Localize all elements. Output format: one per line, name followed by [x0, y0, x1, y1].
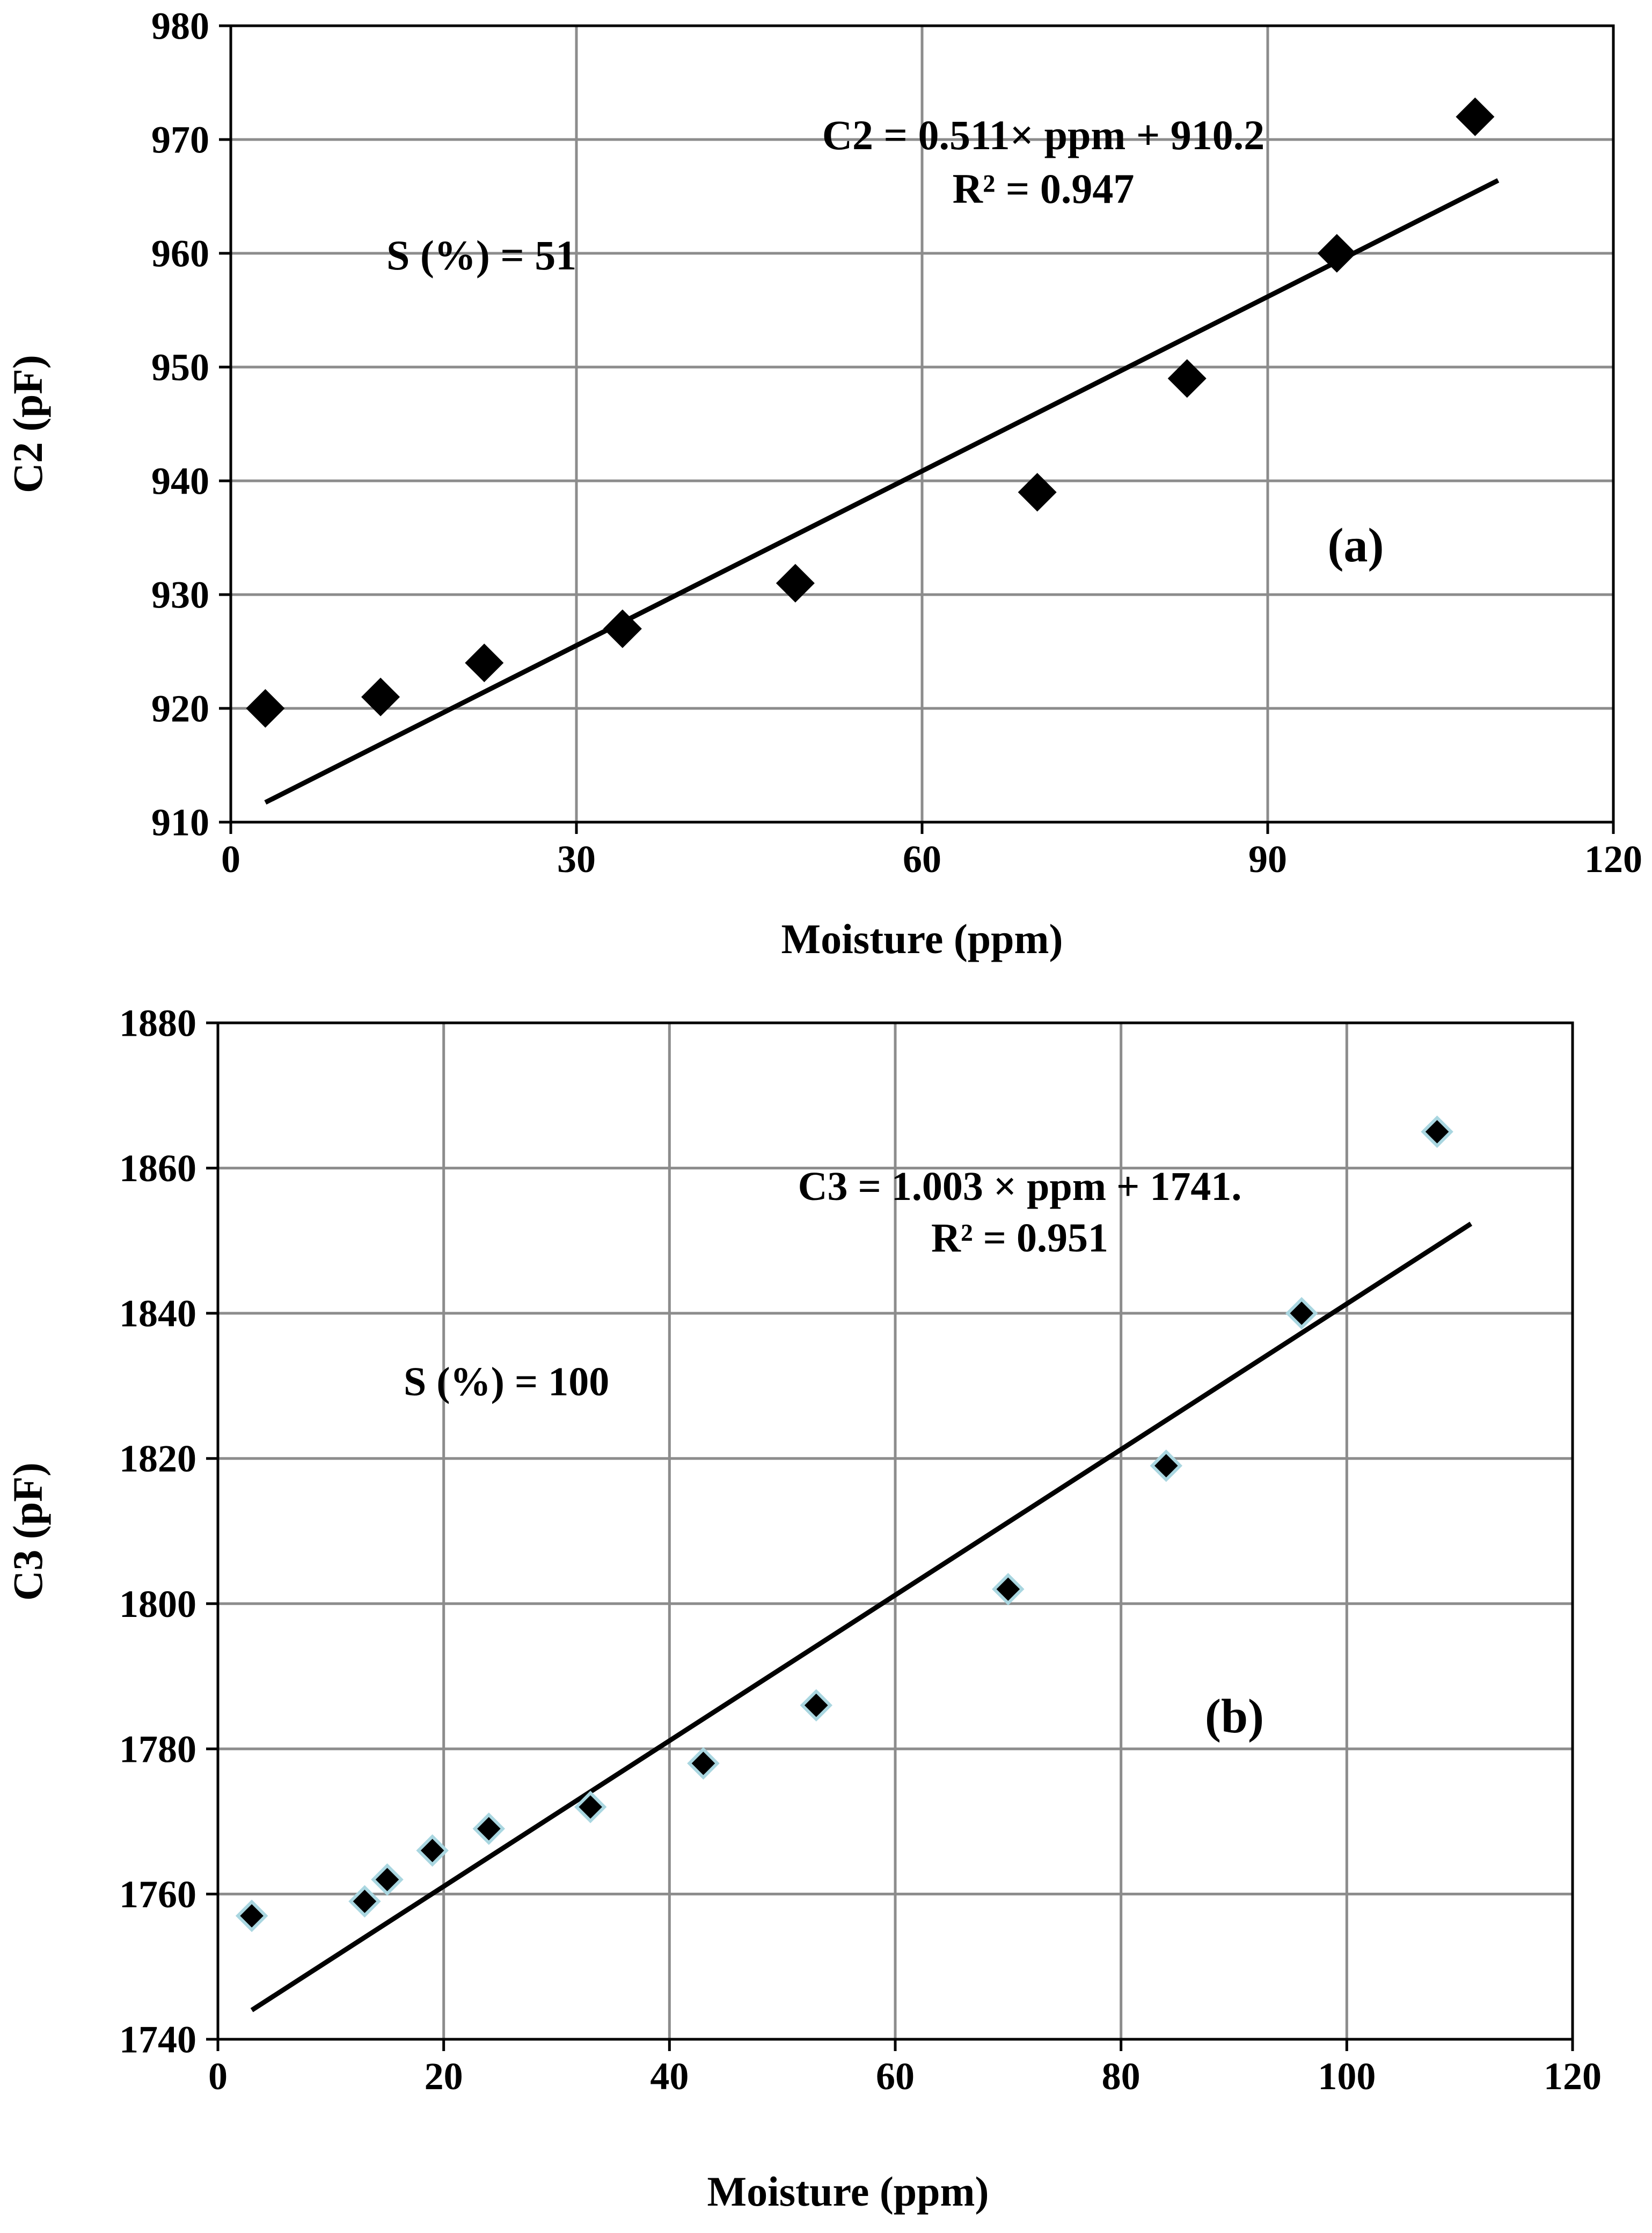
chart-a-data-point	[603, 609, 642, 648]
chart-a-y-tick-label: 980	[151, 4, 209, 47]
chart-b-sensitivity: S (%) = 100	[404, 1359, 609, 1404]
chart-a-y-tick-label: 940	[151, 459, 209, 502]
chart-a-y-axis-label: C2 (pF)	[4, 355, 51, 493]
chart-b-x-tick-label: 40	[650, 2055, 689, 2098]
chart-b-data-point	[371, 1863, 404, 1896]
chart-b-y-tick-labels: 1740 1760 1780 1800 1820 1840 1860 1880	[119, 1001, 218, 2061]
chart-a-x-tick-label: 0	[221, 838, 240, 881]
chart-b-data-points	[235, 1115, 1453, 1932]
chart-a-y-tick-label: 910	[151, 801, 209, 844]
chart-b-y-tick-label: 1840	[119, 1292, 196, 1335]
chart-a-r-squared: R² = 0.947	[953, 165, 1135, 212]
chart-a-data-point	[465, 643, 504, 683]
chart-panel-b: 1740 1760 1780 1800 1820 1840 1860 1880 0 20 40 60…	[4, 1001, 1602, 2215]
chart-b-x-tick-label: 100	[1318, 2055, 1376, 2098]
chart-b-y-tick-label: 1860	[119, 1147, 196, 1190]
chart-b-x-tick-label: 0	[208, 2055, 228, 2098]
chart-b-y-tick-label: 1880	[119, 1001, 196, 1044]
chart-b-equation: C3 = 1.003 × ppm + 1741.	[798, 1164, 1242, 1209]
chart-b-y-tick-label: 1740	[119, 2018, 196, 2061]
chart-b-data-point	[687, 1747, 720, 1780]
chart-b-y-axis-label: C3 (pF)	[4, 1462, 51, 1601]
chart-a-y-tick-label: 920	[151, 687, 209, 730]
chart-a-data-point	[1167, 359, 1207, 398]
chart-a-data-point	[1456, 97, 1495, 136]
chart-b-data-point	[800, 1689, 833, 1722]
chart-b-x-tick-label: 120	[1544, 2055, 1602, 2098]
chart-b-data-point	[348, 1885, 381, 1918]
chart-b-y-tick-label: 1780	[119, 1727, 196, 1770]
chart-a-data-points	[246, 97, 1495, 728]
chart-a-data-point	[1317, 234, 1356, 273]
chart-a-equation: C2 = 0.511× ppm + 910.2	[822, 112, 1265, 158]
chart-b-trendline	[250, 1221, 1473, 2012]
chart-a-data-point	[246, 689, 285, 728]
chart-panel-a: 910 920 930 940 950 960 970 980 0 30 60 90 120 C2 =…	[4, 4, 1642, 962]
chart-a-trendline	[264, 178, 1500, 805]
chart-b-x-tick-label: 80	[1102, 2055, 1141, 2098]
chart-b-data-point	[1421, 1115, 1453, 1148]
chart-b-x-tick-labels: 0 20 40 60 80 100 120	[208, 2039, 1602, 2098]
chart-b-x-tick-label: 20	[425, 2055, 463, 2098]
chart-b-y-tick-label: 1760	[119, 1873, 196, 1916]
chart-a-x-tick-label: 60	[903, 838, 941, 881]
chart-b-x-axis-label: Moisture (ppm)	[707, 2168, 989, 2215]
chart-b-data-point	[992, 1572, 1025, 1606]
chart-b-data-point	[574, 1790, 607, 1824]
chart-a-y-tick-label: 930	[151, 573, 209, 616]
chart-b-y-tick-label: 1820	[119, 1437, 196, 1480]
chart-a-y-tick-label: 950	[151, 346, 209, 389]
chart-a-y-tick-labels: 910 920 930 940 950 960 970 980	[151, 4, 231, 844]
chart-a-y-tick-label: 960	[151, 232, 209, 275]
chart-a-data-point	[776, 563, 815, 603]
chart-b-data-point	[1285, 1297, 1318, 1330]
chart-a-data-point	[1018, 473, 1057, 512]
chart-b-y-tick-label: 1800	[119, 1583, 196, 1626]
chart-a-x-tick-label: 30	[557, 838, 596, 881]
chart-a-x-tick-label: 120	[1584, 838, 1642, 881]
chart-b-r-squared: R² = 0.951	[931, 1216, 1108, 1261]
chart-a-x-axis-label: Moisture (ppm)	[781, 916, 1063, 962]
chart-a-panel-label: (a)	[1328, 519, 1384, 572]
chart-b-panel-label: (b)	[1205, 1690, 1264, 1743]
chart-b-data-point	[235, 1899, 268, 1932]
chart-b-data-point	[1150, 1449, 1183, 1482]
chart-b-data-point	[416, 1834, 449, 1867]
chart-a-data-point	[361, 677, 400, 716]
chart-a-y-tick-label: 970	[151, 118, 209, 161]
chart-b-data-point	[472, 1812, 506, 1845]
chart-a-sensitivity: S (%) = 51	[386, 232, 576, 279]
chart-b-x-tick-label: 60	[876, 2055, 915, 2098]
chart-a-x-tick-labels: 0 30 60 90 120	[221, 822, 1642, 881]
chart-a-x-tick-label: 90	[1248, 838, 1287, 881]
